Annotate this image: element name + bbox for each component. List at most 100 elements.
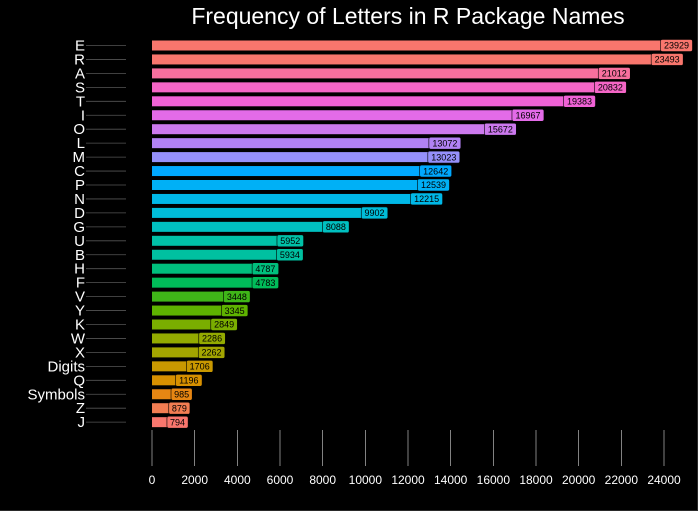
x-axis-tick-labels: 0 2000 4000 6000 8000 10000 12000 14000 16000 180…	[149, 473, 681, 487]
value-label-box	[410, 192, 443, 206]
bar-c	[152, 166, 422, 177]
bar-g	[152, 221, 325, 232]
bar-j	[152, 417, 169, 428]
value-label-box	[276, 248, 304, 262]
value-label-box	[660, 39, 693, 52]
category-label: X	[75, 344, 85, 361]
value-label: 21012	[602, 69, 627, 79]
bar-i	[152, 110, 514, 121]
value-label: 2262	[202, 348, 222, 358]
bar-s	[152, 82, 597, 93]
value-label: 985	[174, 389, 189, 399]
value-label-box	[650, 53, 684, 66]
value-label-box	[428, 136, 462, 150]
bar-m	[152, 152, 430, 163]
bar-r	[152, 54, 654, 65]
category-label: Z	[76, 400, 85, 417]
value-label: 9902	[365, 208, 385, 218]
category-label: U	[74, 233, 85, 250]
category-label: M	[73, 149, 86, 166]
value-label-box	[360, 206, 389, 220]
category-label: L	[77, 135, 85, 152]
value-label-box	[484, 122, 517, 136]
category-label: D	[74, 205, 85, 222]
category-label: N	[74, 191, 85, 208]
bar-y	[152, 305, 224, 316]
value-label-box	[417, 178, 450, 192]
category-label: J	[78, 414, 86, 431]
value-label-box	[170, 387, 193, 401]
bar-l	[152, 138, 431, 149]
bar-z	[152, 403, 171, 414]
value-label: 4783	[255, 278, 275, 288]
value-label: 3345	[225, 306, 245, 316]
x-tick-label: 24000	[647, 473, 681, 487]
x-tick-label: 20000	[562, 473, 596, 487]
value-label: 12215	[414, 194, 439, 204]
bar-p	[152, 180, 420, 190]
bar-e	[152, 40, 663, 51]
x-tick-label: 4000	[224, 473, 251, 487]
x-tick-label: 2000	[181, 473, 208, 487]
x-tick-label: 8000	[309, 473, 336, 487]
value-label-box	[168, 401, 191, 415]
value-label: 2286	[202, 334, 222, 344]
value-label: 16967	[515, 110, 540, 120]
value-label: 23929	[664, 41, 689, 51]
value-label-box	[186, 360, 214, 373]
category-label: F	[76, 275, 85, 292]
category-label: P	[75, 177, 85, 194]
category-label: I	[81, 107, 85, 124]
bar-k	[152, 319, 213, 330]
bar-q	[152, 375, 178, 386]
bar-f	[152, 277, 255, 288]
category-label: O	[73, 121, 85, 138]
bar-o	[152, 124, 487, 135]
value-label-box	[419, 164, 452, 178]
value-label: 13072	[432, 138, 457, 148]
value-label-box	[251, 262, 280, 276]
grid-lines	[151, 430, 665, 466]
category-label: Symbols	[27, 386, 85, 403]
category-label: R	[74, 51, 85, 68]
value-label: 4787	[255, 264, 275, 274]
category-label: K	[75, 317, 85, 334]
category-label: S	[75, 79, 85, 96]
category-label: W	[71, 330, 86, 347]
category-label: B	[75, 247, 85, 264]
category-label: T	[76, 93, 85, 110]
value-label-box	[276, 234, 304, 248]
value-label: 3448	[227, 292, 247, 302]
value-label-box	[210, 318, 238, 331]
value-label: 8088	[326, 222, 346, 232]
x-tick-label: 0	[149, 473, 156, 487]
value-label: 19383	[567, 97, 592, 107]
value-label: 5934	[280, 250, 300, 260]
value-label-box	[427, 150, 461, 164]
category-label: Y	[75, 303, 85, 320]
value-label-box	[251, 276, 279, 289]
category-label: V	[75, 289, 85, 306]
value-label-box	[597, 67, 631, 80]
value-label-box	[197, 346, 226, 359]
value-label: 20832	[598, 83, 623, 93]
value-label-box	[322, 220, 350, 234]
category-label: E	[75, 38, 85, 55]
value-label: 1196	[179, 376, 198, 386]
value-label: 794	[170, 417, 185, 427]
value-label-box	[198, 332, 226, 345]
value-label: 15672	[488, 124, 513, 134]
value-label: 12539	[421, 180, 446, 190]
value-label-box	[223, 290, 251, 303]
value-label: 23493	[655, 55, 680, 65]
x-tick-label: 6000	[267, 473, 294, 487]
category-label: H	[74, 261, 85, 278]
bar-d	[152, 207, 364, 218]
bar-digits	[152, 361, 189, 372]
x-tick-label: 10000	[349, 473, 383, 487]
value-label: 13023	[431, 152, 456, 162]
